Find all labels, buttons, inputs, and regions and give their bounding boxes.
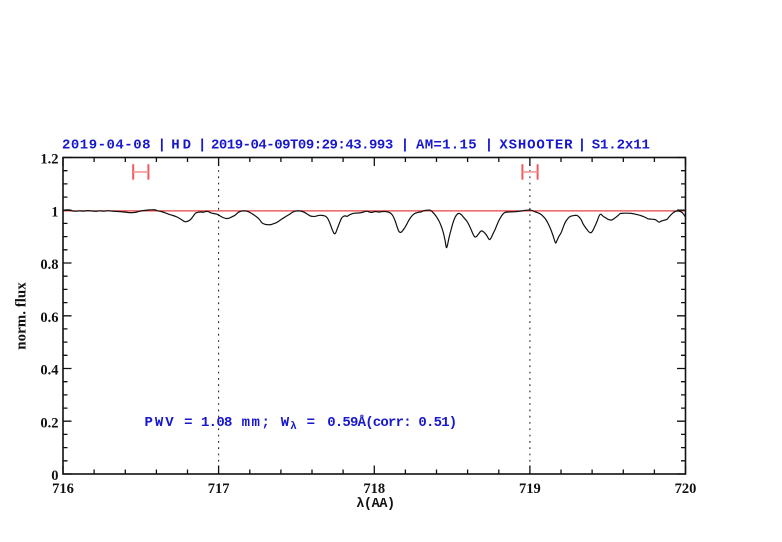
- svg-text:|: |: [198, 138, 206, 154]
- svg-text:0.4: 0.4: [40, 363, 58, 379]
- svg-text:|: |: [158, 138, 166, 154]
- svg-text:S1.2x11: S1.2x11: [592, 138, 650, 154]
- svg-text:718: 718: [363, 481, 385, 497]
- svg-text:λ(AA): λ(AA): [356, 497, 395, 512]
- svg-text:1.2: 1.2: [40, 152, 58, 168]
- svg-text:720: 720: [675, 481, 697, 497]
- svg-text:HD: HD: [171, 138, 194, 154]
- svg-text:0.6: 0.6: [40, 310, 58, 326]
- svg-text:2019-04-09T09:29:43.993: 2019-04-09T09:29:43.993: [211, 138, 393, 154]
- svg-text:0.2: 0.2: [40, 415, 58, 431]
- svg-text:PWV = 1.08 mm; Wλ = 0.59Å(corr: PWV = 1.08 mm; Wλ = 0.59Å(corr: 0.51): [145, 414, 457, 433]
- svg-text:AM=1.15: AM=1.15: [416, 138, 477, 154]
- svg-text:|: |: [401, 138, 409, 154]
- svg-text:717: 717: [208, 481, 230, 497]
- svg-text:|: |: [485, 138, 493, 154]
- svg-text:norm. flux: norm. flux: [14, 282, 30, 350]
- svg-text:1: 1: [51, 204, 58, 220]
- svg-text:0: 0: [51, 468, 58, 484]
- svg-text:|: |: [578, 138, 586, 154]
- svg-text:719: 719: [519, 481, 541, 497]
- svg-text:716: 716: [52, 481, 74, 497]
- svg-text:2019-04-08: 2019-04-08: [62, 138, 151, 154]
- svg-text:XSHOOTER: XSHOOTER: [499, 138, 573, 154]
- svg-text:0.8: 0.8: [40, 257, 58, 273]
